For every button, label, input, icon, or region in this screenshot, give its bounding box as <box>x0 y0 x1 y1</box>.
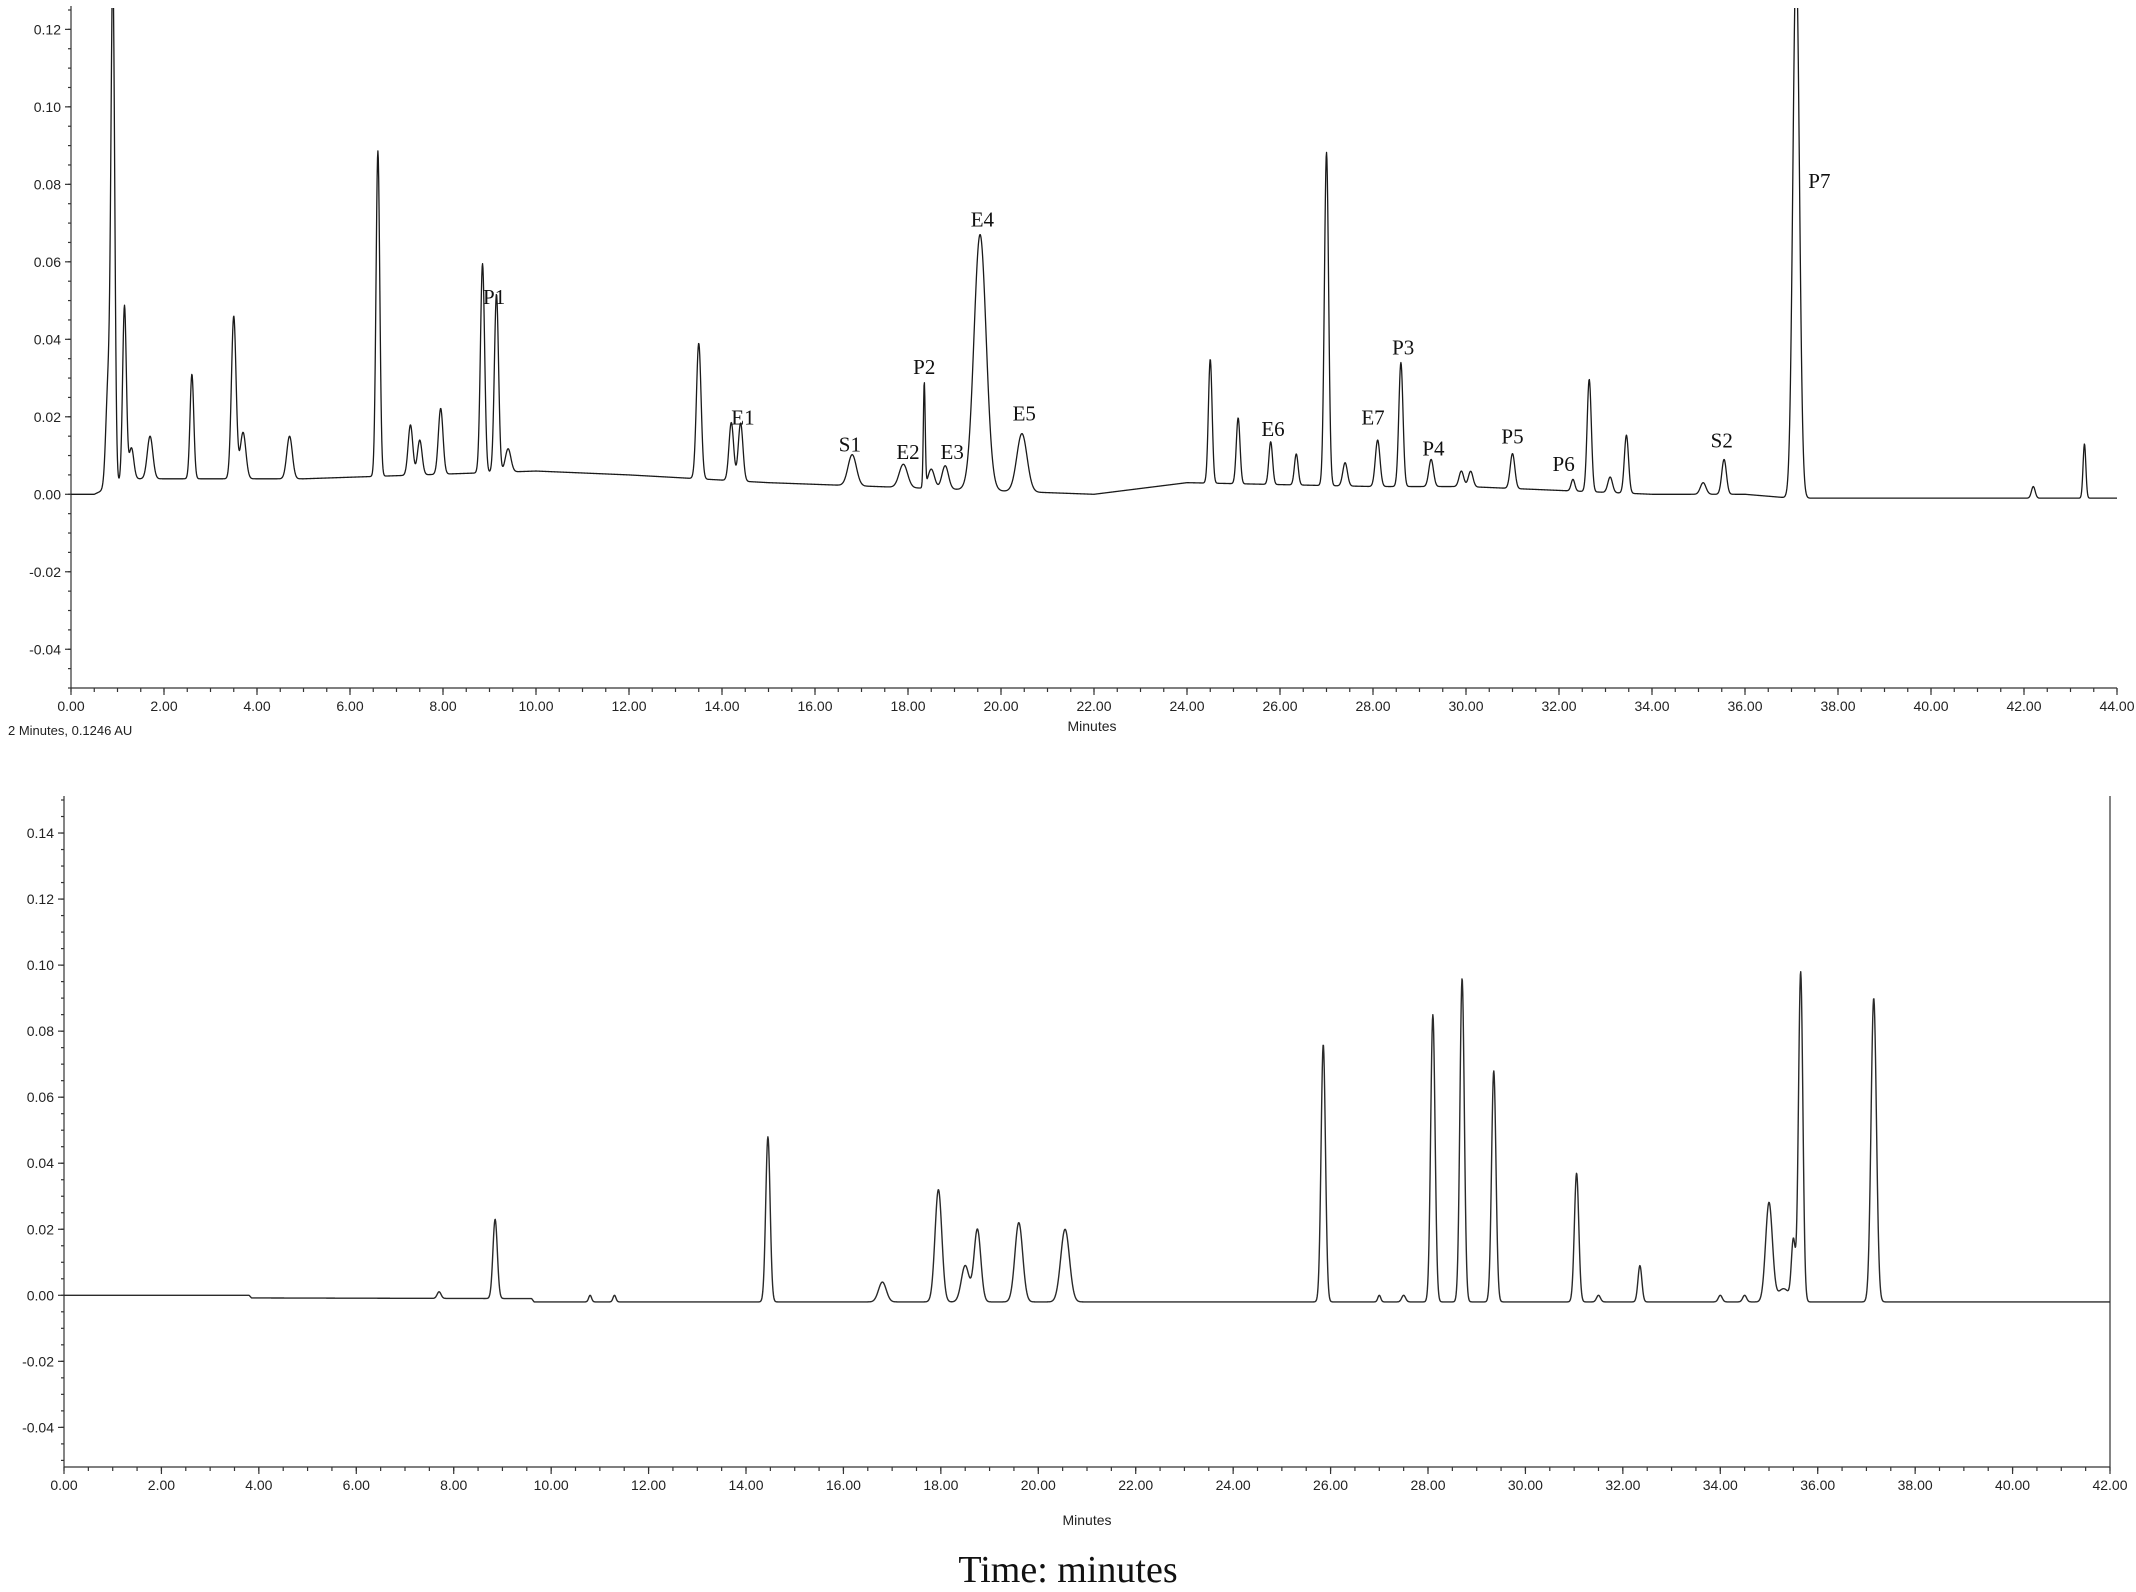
x-tick-label: 34.00 <box>1703 1477 1738 1493</box>
y-tick-label: -0.02 <box>22 1353 54 1369</box>
peak-label-e4: E4 <box>971 208 995 232</box>
x-tick-label: 4.00 <box>243 698 270 714</box>
x-tick-label: 40.00 <box>1913 698 1948 714</box>
y-tick-label: 0.06 <box>27 1089 54 1105</box>
peak-label-s2: S2 <box>1711 429 1733 453</box>
peak-label-e3: E3 <box>941 440 964 464</box>
chromatogram-trace <box>64 970 2110 1303</box>
x-tick-label: 30.00 <box>1448 698 1483 714</box>
x-tick-label: 22.00 <box>1118 1477 1153 1493</box>
peak-label-p2: P2 <box>913 355 935 379</box>
x-tick-label: 32.00 <box>1541 698 1576 714</box>
x-tick-label: 40.00 <box>1995 1477 2030 1493</box>
x-tick-label: 8.00 <box>440 1477 467 1493</box>
x-tick-label: 38.00 <box>1820 698 1855 714</box>
x-tick-label: 10.00 <box>518 698 553 714</box>
x-tick-label: 8.00 <box>429 698 456 714</box>
x-tick-label: 24.00 <box>1169 698 1204 714</box>
y-tick-label: 0.06 <box>34 254 61 270</box>
y-tick-label: 0.10 <box>34 99 61 115</box>
x-tick-label: 0.00 <box>50 1477 77 1493</box>
x-tick-label: 36.00 <box>1727 698 1762 714</box>
y-tick-label: 0.02 <box>27 1221 54 1237</box>
x-tick-label: 32.00 <box>1605 1477 1640 1493</box>
x-tick-label: 44.00 <box>2099 698 2134 714</box>
x-tick-label: 6.00 <box>336 698 363 714</box>
y-tick-label: 0.04 <box>34 331 61 347</box>
x-tick-label: 18.00 <box>890 698 925 714</box>
y-tick-label: 0.12 <box>27 891 54 907</box>
x-tick-label: 4.00 <box>245 1477 272 1493</box>
y-tick-label: -0.02 <box>29 564 61 580</box>
peak-label-e7: E7 <box>1361 405 1384 429</box>
y-tick-label: -0.04 <box>22 1419 54 1435</box>
bottom-chromatogram-panel: -0.04 -0.02 0.00 0.02 0.04 0.06 0.08 0.10 0.12 0.… <box>22 796 2128 1528</box>
y-tick-label: 0.14 <box>27 825 54 841</box>
x-tick-label: 14.00 <box>704 698 739 714</box>
x-tick-label: 12.00 <box>611 698 646 714</box>
x-tick-label: 34.00 <box>1634 698 1669 714</box>
peak-label-p7: P7 <box>1808 169 1830 193</box>
y-tick-label: 0.08 <box>34 176 61 192</box>
x-tick-label: 26.00 <box>1313 1477 1348 1493</box>
x-tick-label: 42.00 <box>2092 1477 2127 1493</box>
peak-label-p4: P4 <box>1422 436 1445 460</box>
peak-label-p3: P3 <box>1392 336 1414 360</box>
x-tick-label: 16.00 <box>797 698 832 714</box>
top-chromatogram-panel: -0.04 -0.02 0.00 0.02 0.04 0.06 0.08 0.10 0.12 0.… <box>8 6 2135 738</box>
x-tick-label: 24.00 <box>1216 1477 1251 1493</box>
x-tick-label: 14.00 <box>728 1477 763 1493</box>
x-tick-label: 2.00 <box>150 698 177 714</box>
chromatogram-trace <box>71 8 2117 499</box>
peak-label-p6: P6 <box>1553 452 1575 476</box>
x-tick-label: 28.00 <box>1355 698 1390 714</box>
x-tick-label: 20.00 <box>983 698 1018 714</box>
y-tick-label: 0.08 <box>27 1023 54 1039</box>
peak-label-s1: S1 <box>839 432 861 456</box>
x-tick-label: 20.00 <box>1021 1477 1056 1493</box>
x-tick-label: 10.00 <box>534 1477 569 1493</box>
y-tick-label: 0.00 <box>34 486 61 502</box>
x-tick-label: 6.00 <box>343 1477 370 1493</box>
x-tick-label: 36.00 <box>1800 1477 1835 1493</box>
peak-label-e2: E2 <box>896 440 919 464</box>
peak-label-e6: E6 <box>1261 417 1284 441</box>
x-tick-label: 16.00 <box>826 1477 861 1493</box>
x-tick-label: 22.00 <box>1076 698 1111 714</box>
y-tick-label: 0.12 <box>34 21 61 37</box>
x-tick-label: 28.00 <box>1410 1477 1445 1493</box>
x-tick-label: 26.00 <box>1262 698 1297 714</box>
y-tick-label: 0.10 <box>27 957 54 973</box>
peak-label-p5: P5 <box>1501 425 1523 449</box>
x-tick-label: 42.00 <box>2006 698 2041 714</box>
y-tick-label: 0.00 <box>27 1287 54 1303</box>
info-text: 2 Minutes, 0.1246 AU <box>8 723 132 738</box>
peak-label-e5: E5 <box>1013 401 1036 425</box>
x-tick-label: 38.00 <box>1898 1477 1933 1493</box>
x-tick-label: 30.00 <box>1508 1477 1543 1493</box>
y-tick-label: 0.04 <box>27 1155 54 1171</box>
y-tick-label: -0.04 <box>29 641 61 657</box>
x-tick-label: 2.00 <box>148 1477 175 1493</box>
x-tick-label: 0.00 <box>57 698 84 714</box>
x-tick-label: 18.00 <box>923 1477 958 1493</box>
x-tick-label: 12.00 <box>631 1477 666 1493</box>
peak-label-e1: E1 <box>731 405 754 429</box>
peak-label-p1: P1 <box>483 285 505 309</box>
x-axis-caption: Time: minutes <box>958 1549 1178 1591</box>
x-axis-title: Minutes <box>1062 1512 1111 1528</box>
x-axis-title: Minutes <box>1067 718 1116 734</box>
y-tick-label: 0.02 <box>34 409 61 425</box>
